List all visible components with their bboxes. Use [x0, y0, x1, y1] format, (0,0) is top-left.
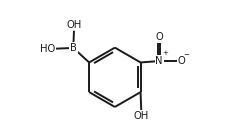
Text: HO: HO	[40, 44, 55, 54]
Text: OH: OH	[134, 111, 149, 121]
Text: N: N	[155, 56, 163, 66]
Text: −: −	[183, 52, 189, 58]
Text: O: O	[155, 32, 163, 43]
Text: +: +	[162, 50, 168, 56]
Text: B: B	[70, 43, 77, 53]
Text: O: O	[178, 56, 186, 66]
Text: OH: OH	[66, 20, 82, 30]
